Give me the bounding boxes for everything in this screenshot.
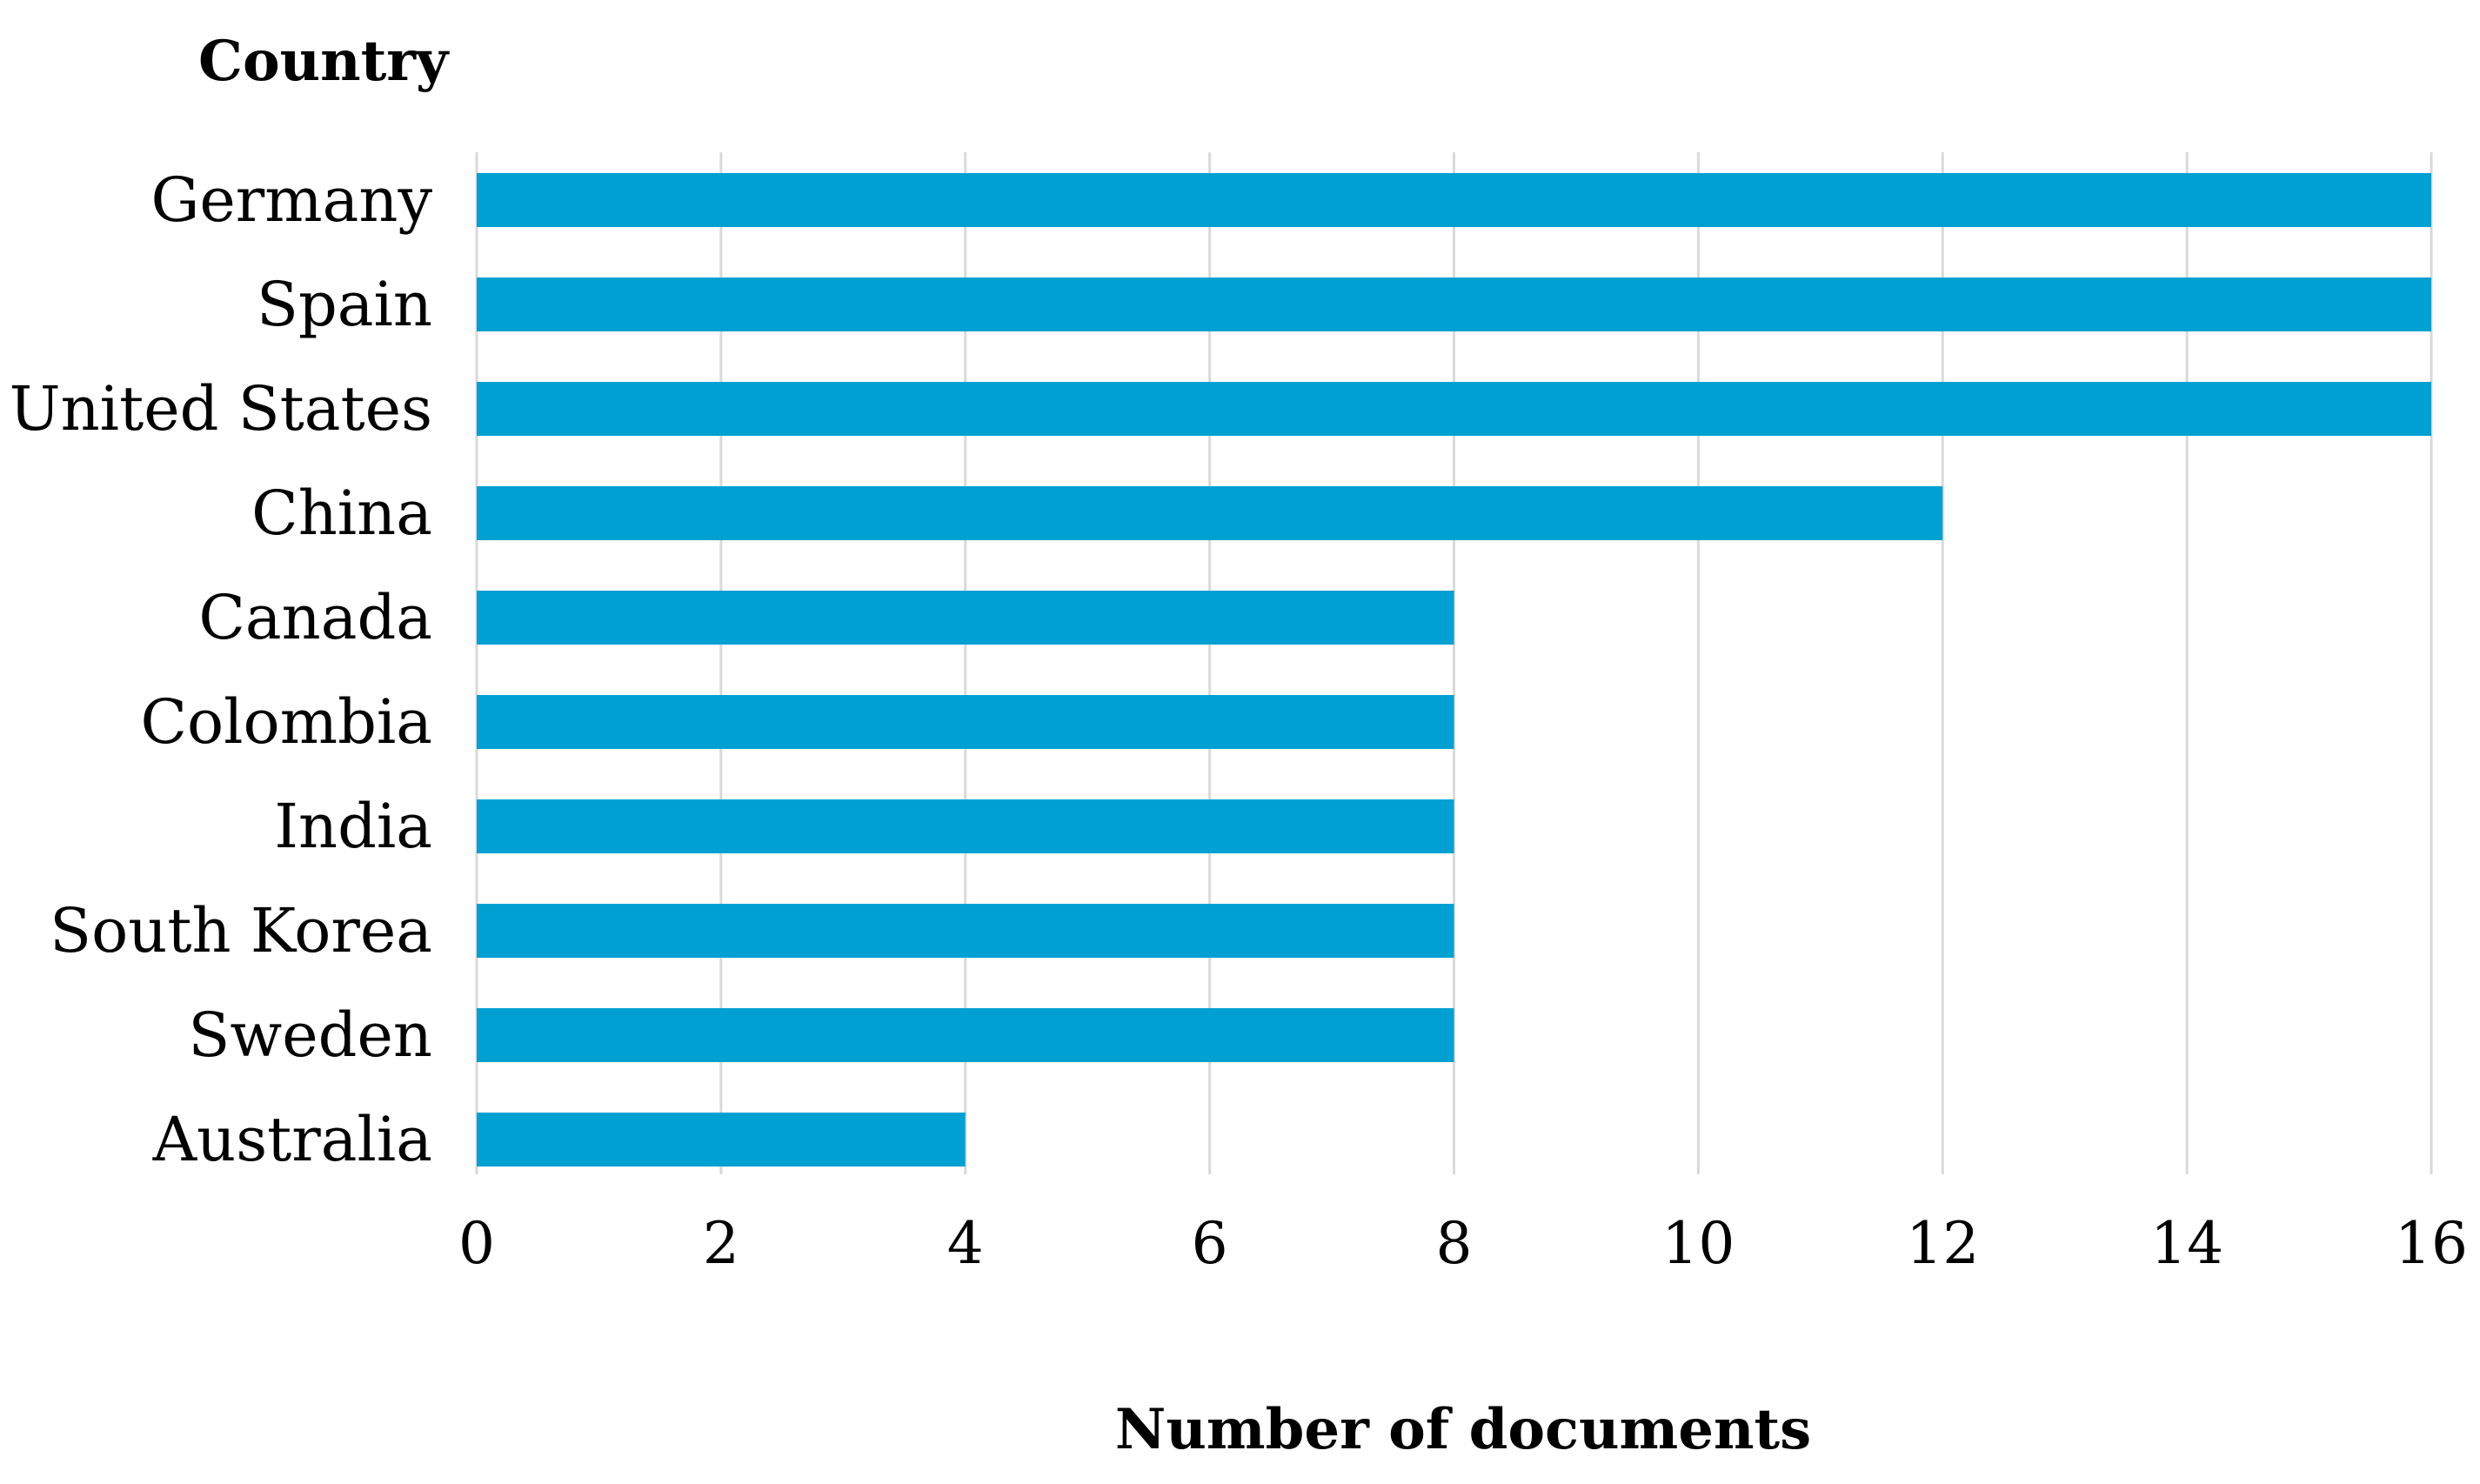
bars [477, 173, 2431, 1166]
category-labels: Germany Spain United States China Canada Colo… [10, 164, 433, 1175]
bar-australia [477, 1113, 966, 1166]
x-tick-label-4: 4 [947, 1210, 984, 1277]
x-tick-label-2: 2 [703, 1210, 739, 1277]
category-label-south-korea: South Korea [50, 895, 432, 966]
x-tick-label-12: 12 [1906, 1210, 1979, 1277]
x-tick-label-10: 10 [1661, 1210, 1735, 1277]
x-tick-labels: 0 2 4 6 8 10 12 14 16 [458, 1210, 2468, 1277]
bar-spain [477, 277, 2431, 331]
y-axis-title: Country [198, 29, 450, 94]
category-label-china: China [251, 478, 432, 549]
x-tick-label-6: 6 [1192, 1210, 1228, 1277]
x-axis-title: Number of documents [1115, 1397, 1811, 1462]
category-label-colombia: Colombia [140, 686, 432, 758]
x-tick-label-14: 14 [2150, 1210, 2223, 1277]
bar-germany [477, 173, 2431, 227]
category-label-australia: Australia [152, 1104, 432, 1175]
category-label-germany: Germany [150, 164, 432, 236]
bar-united-states [477, 382, 2431, 436]
bar-south-korea [477, 904, 1454, 958]
x-tick-label-0: 0 [458, 1210, 495, 1277]
category-label-spain: Spain [257, 269, 432, 340]
bar-canada [477, 591, 1454, 645]
category-label-canada: Canada [198, 582, 432, 653]
bar-china [477, 486, 1943, 540]
bar-india [477, 799, 1454, 853]
category-label-sweden: Sweden [188, 999, 432, 1071]
category-label-united-states: United States [10, 373, 432, 445]
bar-sweden [477, 1008, 1454, 1062]
bar-colombia [477, 695, 1454, 749]
x-tick-label-16: 16 [2395, 1210, 2468, 1277]
category-label-india: India [274, 791, 432, 862]
x-tick-label-8: 8 [1436, 1210, 1473, 1277]
